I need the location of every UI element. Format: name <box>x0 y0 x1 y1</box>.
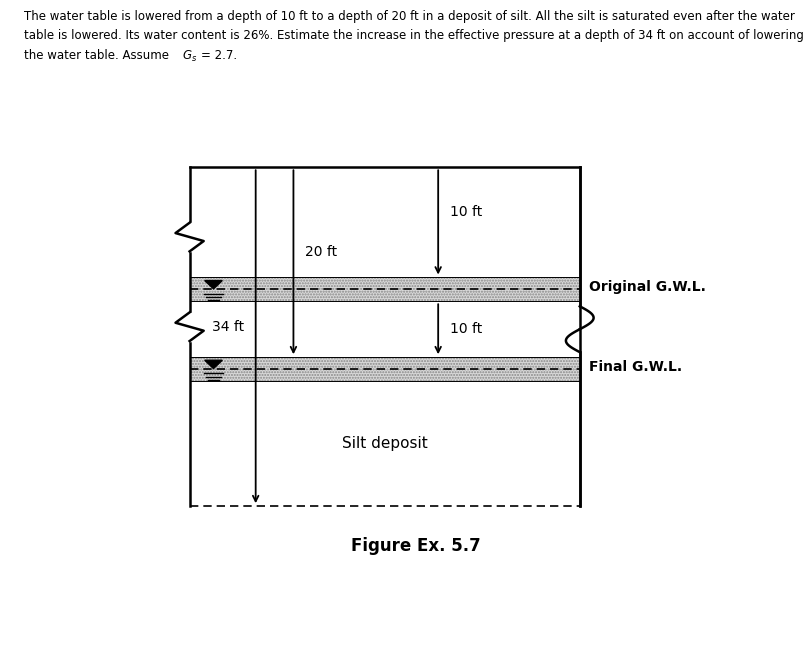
Text: 10 ft: 10 ft <box>449 322 481 336</box>
Text: = 2.7.: = 2.7. <box>201 49 237 61</box>
Text: the water table. Assume: the water table. Assume <box>24 49 173 61</box>
Text: 34 ft: 34 ft <box>212 320 243 334</box>
Bar <box>190 357 579 381</box>
Text: Final G.W.L.: Final G.W.L. <box>589 360 681 373</box>
Text: Silt deposit: Silt deposit <box>341 436 427 451</box>
Text: The water table is lowered from a depth of 10 ft to a depth of 20 ft in a deposi: The water table is lowered from a depth … <box>24 10 794 23</box>
Polygon shape <box>204 360 222 369</box>
Text: Original G.W.L.: Original G.W.L. <box>589 280 706 294</box>
Text: 10 ft: 10 ft <box>449 205 481 219</box>
Bar <box>190 278 579 302</box>
Polygon shape <box>204 281 222 289</box>
Text: Figure Ex. 5.7: Figure Ex. 5.7 <box>351 537 480 555</box>
Text: 20 ft: 20 ft <box>304 245 337 259</box>
Text: table is lowered. Its water content is 26%. Estimate the increase in the effecti: table is lowered. Its water content is 2… <box>24 29 803 42</box>
Text: $G_s$: $G_s$ <box>182 49 197 63</box>
